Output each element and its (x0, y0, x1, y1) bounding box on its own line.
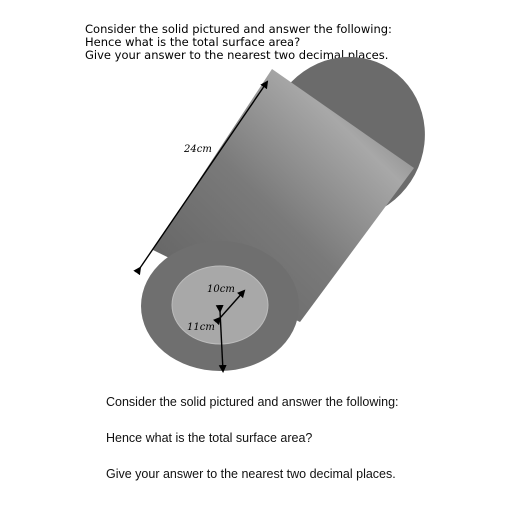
length-label: 24cm (183, 144, 212, 155)
caption-line-2: Hence what is the total surface area? (106, 431, 313, 445)
question-line-2: Hence what is the total surface area? (85, 35, 301, 49)
inner-radius-label: 10cm (207, 284, 235, 295)
caption-line-3: Give your answer to the nearest two deci… (106, 467, 396, 481)
caption-line-1: Consider the solid pictured and answer t… (106, 395, 399, 409)
question-line-3: Give your answer to the nearest two deci… (85, 48, 389, 62)
length-dimension-arrow (133, 80, 269, 276)
question-header: Consider the solid pictured and answer t… (85, 23, 485, 62)
outer-radius-label: 11cm (187, 322, 215, 333)
question-line-1: Consider the solid pictured and answer t… (85, 22, 392, 36)
outer-radius-arrow (215, 304, 227, 373)
